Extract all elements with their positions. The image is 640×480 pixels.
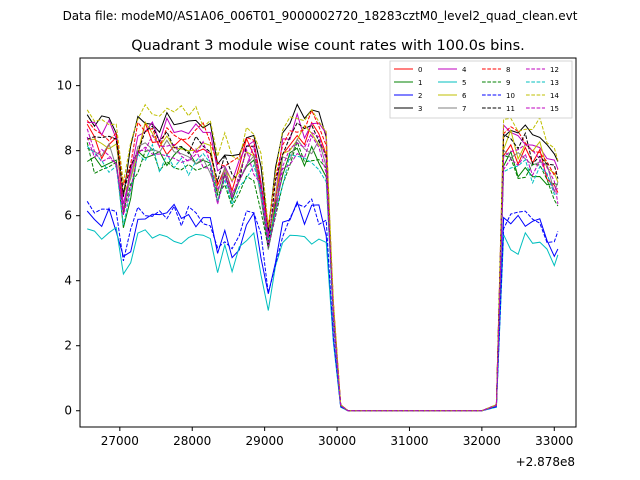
legend-label-3: 3 xyxy=(418,105,422,113)
y-tick-label: 4 xyxy=(64,274,72,288)
x-tick-label: 30000 xyxy=(318,434,356,448)
legend-label-8: 8 xyxy=(506,66,510,74)
legend-label-9: 9 xyxy=(506,79,510,87)
x-offset-label: +2.878e8 xyxy=(516,455,575,469)
legend-label-10: 10 xyxy=(506,92,515,100)
y-tick-label: 8 xyxy=(64,144,72,158)
series-line-14 xyxy=(86,103,559,412)
x-tick-label: 32000 xyxy=(463,434,501,448)
y-tick-label: 6 xyxy=(64,209,72,223)
x-tick-label: 27000 xyxy=(101,434,139,448)
legend-label-7: 7 xyxy=(462,105,466,113)
figure-suptitle: Data file: modeM0/AS1A06_006T01_90000027… xyxy=(63,9,578,23)
plot-area: 27000 28000 29000 30000 31000 32000 33000 0 2 4 6… xyxy=(57,57,577,448)
y-tick-label: 0 xyxy=(64,404,72,418)
legend-label-0: 0 xyxy=(418,66,422,74)
y-axis-ticks: 0 2 4 6 8 10 xyxy=(57,79,80,418)
legend-label-13: 13 xyxy=(550,79,559,87)
axes-frame xyxy=(79,57,577,428)
y-tick-label: 2 xyxy=(64,339,72,353)
legend-label-5: 5 xyxy=(462,79,466,87)
series-line-10 xyxy=(86,198,559,412)
legend-label-2: 2 xyxy=(418,92,422,100)
legend-label-1: 1 xyxy=(418,79,422,87)
legend-label-11: 11 xyxy=(506,105,515,113)
series-layer xyxy=(86,103,559,412)
legend-label-14: 14 xyxy=(550,92,559,100)
x-tick-label: 33000 xyxy=(535,434,573,448)
chart-title: Quadrant 3 module wise count rates with … xyxy=(131,38,525,54)
legend-box xyxy=(389,60,573,119)
legend-label-6: 6 xyxy=(462,92,467,100)
y-tick-label: 10 xyxy=(57,79,72,93)
x-axis-ticks: 27000 28000 29000 30000 31000 32000 33000 xyxy=(101,427,573,448)
legend-label-4: 4 xyxy=(462,66,467,74)
x-tick-label: 28000 xyxy=(173,434,211,448)
x-tick-label: 29000 xyxy=(246,434,284,448)
series-line-15 xyxy=(86,134,559,412)
series-line-5 xyxy=(87,226,559,412)
legend-label-15: 15 xyxy=(550,105,559,113)
x-tick-label: 31000 xyxy=(390,434,428,448)
legend-label-12: 12 xyxy=(550,66,559,74)
series-line-9 xyxy=(86,140,559,412)
